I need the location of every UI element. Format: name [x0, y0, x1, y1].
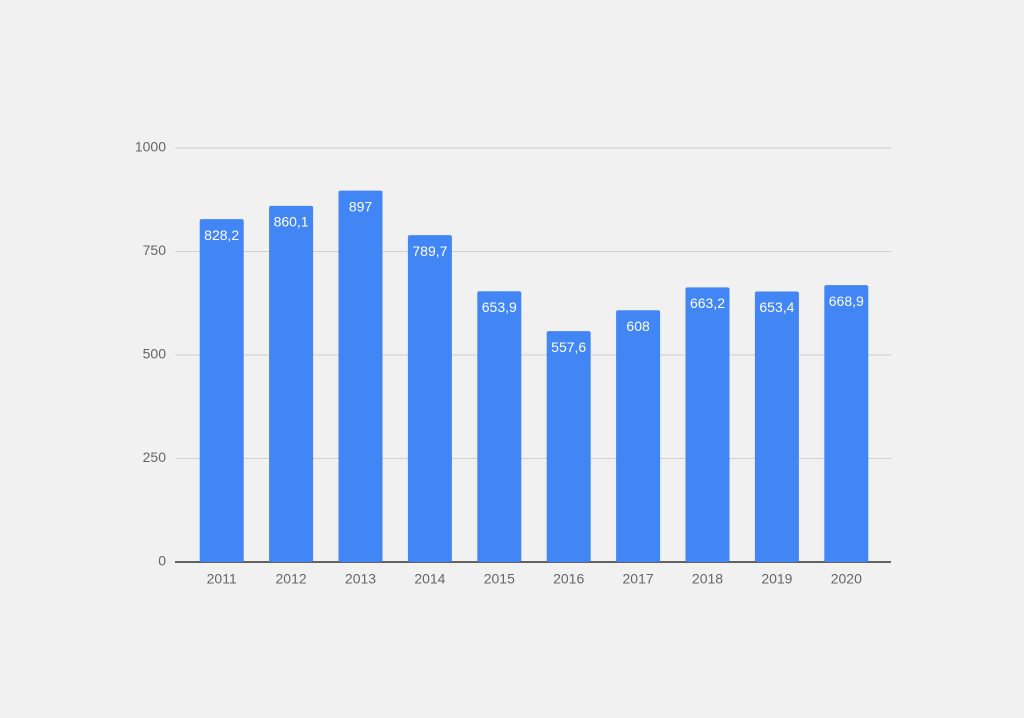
bar — [269, 205, 314, 563]
value-label: 828,2 — [204, 227, 239, 243]
y-tick-label: 1000 — [135, 139, 166, 155]
bar — [199, 219, 244, 563]
x-tick-label: 2011 — [207, 571, 237, 587]
x-tick-label: 2019 — [761, 571, 792, 587]
x-tick-label: 2020 — [831, 571, 862, 587]
y-tick-label: 750 — [143, 242, 167, 258]
bar — [754, 291, 799, 562]
x-tick-label: 2015 — [484, 571, 515, 587]
x-tick-label: 2013 — [345, 571, 376, 587]
x-tick-label: 2016 — [553, 571, 584, 587]
bar — [338, 190, 383, 562]
value-label: 789,7 — [412, 243, 447, 259]
bar — [407, 235, 452, 562]
x-tick-label: 2018 — [692, 571, 723, 587]
bar — [616, 310, 661, 562]
bar — [477, 291, 522, 562]
bar — [824, 285, 869, 562]
y-tick-label: 250 — [143, 449, 167, 465]
value-label: 897 — [349, 198, 373, 214]
value-label: 653,9 — [482, 299, 517, 315]
value-label: 663,2 — [690, 295, 725, 311]
value-label: 608 — [626, 318, 650, 334]
value-label: 557,6 — [551, 339, 586, 355]
x-tick-label: 2017 — [623, 571, 654, 587]
y-tick-label: 500 — [143, 346, 167, 362]
y-tick-label: 0 — [158, 553, 166, 569]
x-tick-label: 2012 — [276, 571, 307, 587]
value-label: 653,4 — [759, 299, 794, 315]
bar — [546, 331, 591, 562]
value-label: 668,9 — [829, 293, 864, 309]
x-tick-label: 2014 — [414, 571, 445, 587]
bar — [685, 287, 730, 562]
value-label: 860,1 — [274, 214, 309, 230]
